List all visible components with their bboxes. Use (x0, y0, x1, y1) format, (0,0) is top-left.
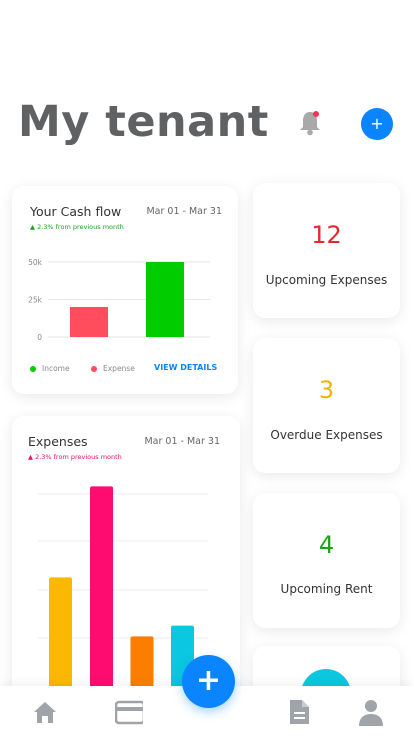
fab-add-button[interactable]: + (182, 655, 235, 708)
view-details-link[interactable]: VIEW DETAILS (154, 363, 218, 372)
legend-expense-label: Expense (103, 364, 135, 373)
stat-card-upcoming-expenses[interactable]: 12 Upcoming Expenses (253, 183, 400, 318)
cashflow-chart: 0 25k 50k (28, 258, 210, 342)
expense-dot (91, 365, 97, 372)
legend-expense: Expense (91, 364, 135, 373)
page-title: My tenant (18, 97, 269, 147)
home-icon[interactable] (31, 698, 59, 726)
bar-expense (70, 307, 108, 337)
stat-value: 12 (311, 221, 342, 249)
cashflow-trend: ▲ 2.3% from previous month (30, 223, 124, 231)
stat-value: 3 (318, 376, 335, 404)
stat-label: Upcoming Expenses (265, 273, 388, 287)
cashflow-card: Your Cash flow Mar 01 - Mar 31 ▲ 2.3% fr… (12, 186, 238, 394)
expenses-date-range[interactable]: Mar 01 - Mar 31 (144, 436, 220, 447)
bar (49, 577, 72, 706)
cashflow-title: Your Cash flow (30, 204, 122, 219)
bar (90, 486, 113, 706)
user-icon[interactable] (357, 698, 385, 726)
income-dot (30, 365, 36, 372)
stat-card-overdue-expenses[interactable]: 3 Overdue Expenses (253, 338, 400, 473)
document-icon[interactable] (285, 698, 313, 726)
expenses-title: Expenses (28, 434, 88, 449)
notification-bell-icon[interactable] (295, 108, 325, 138)
expenses-trend: ▲ 2.3% from previous month (28, 453, 122, 461)
stat-label: Overdue Expenses (270, 428, 383, 442)
expenses-card: Expenses Mar 01 - Mar 31 ▲ 2.3% from pre… (12, 416, 240, 706)
y-tick-label: 25k (28, 296, 43, 305)
stat-value: 4 (318, 531, 335, 559)
y-tick-label: 0 (37, 333, 42, 342)
card-icon[interactable] (115, 698, 143, 726)
cashflow-date-range[interactable]: Mar 01 - Mar 31 (146, 206, 222, 217)
legend-income-label: Income (42, 364, 70, 373)
stat-label: Upcoming Rent (280, 582, 373, 596)
expenses-chart (38, 486, 208, 706)
y-tick-label: 50k (28, 258, 43, 267)
stat-card-upcoming-rent[interactable]: 4 Upcoming Rent (253, 493, 400, 628)
legend-income: Income (30, 364, 70, 373)
add-button[interactable]: + (361, 108, 393, 140)
bar-income (146, 262, 184, 337)
